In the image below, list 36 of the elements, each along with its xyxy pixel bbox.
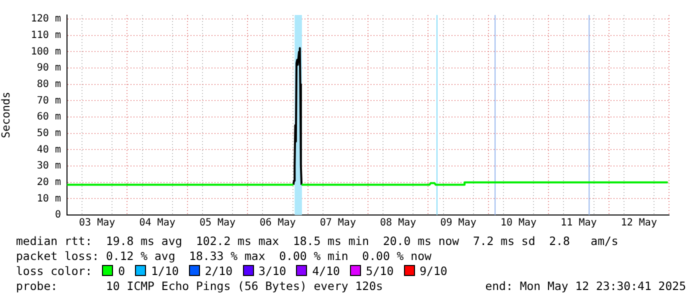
text: 1/10 [151, 264, 179, 278]
y-tick-label: 70 m [36, 95, 61, 106]
text: 9/10 [420, 264, 448, 278]
y-tick-label: 0 [54, 210, 61, 221]
x-tick-label: 09 May [440, 218, 476, 229]
y-tick-label: 120 m [30, 14, 61, 25]
y-tick-label: 40 m [36, 144, 61, 156]
y-tick-label: 20 m [36, 176, 61, 188]
text: loss color: [16, 264, 92, 278]
y-tick-label: 100 m [30, 46, 61, 58]
x-tick-label: 06 May [260, 218, 296, 229]
y-tick-label: 90 m [36, 62, 61, 74]
y-tick-label: 10 m [36, 193, 61, 204]
x-tick-label: 11 May [560, 218, 597, 229]
text: packet loss: 0.12 % avg 18.33 % max 0.00 % min 0.00 % now [16, 249, 432, 263]
y-tick-label: 60 m [36, 112, 61, 123]
x-tick-label: 03 May [79, 218, 116, 229]
text: 0 [118, 264, 126, 278]
x-tick-label: 08 May [380, 218, 416, 229]
y-tick-label: 50 m [36, 128, 61, 139]
y-tick-label: 30 m [36, 160, 61, 172]
text: 3/10 [258, 264, 286, 278]
text: probe: 10 ICMP Echo Pings (56 Bytes) every 120s [16, 279, 383, 293]
x-tick-label: 10 May [500, 218, 537, 229]
x-tick-label: 07 May [320, 218, 356, 229]
text: 2/10 [204, 264, 233, 278]
y-tick-label: 110 m [30, 30, 61, 41]
x-tick-label: 04 May [139, 218, 176, 229]
y-axis-title: Seconds [0, 92, 12, 138]
x-tick-label: 12 May [620, 218, 657, 229]
x-tick-label: 05 May [199, 218, 236, 229]
text: 4/10 [312, 264, 340, 278]
text: median rtt: 19.8 ms avg 102.2 ms max 18.5 ms min 20.0 ms now 7.2 ms sd 2.8 am/s [16, 234, 618, 248]
text: 5/10 [366, 264, 394, 278]
text: end: Mon May 12 23:30:41 2025 [485, 279, 686, 294]
y-tick-label: 80 m [36, 78, 61, 90]
